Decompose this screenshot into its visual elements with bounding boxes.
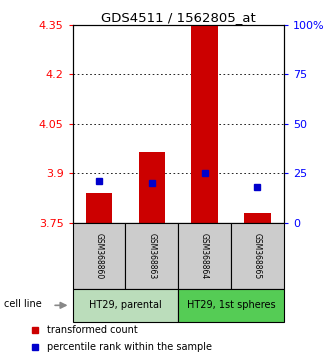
Bar <box>73 289 178 322</box>
Text: cell line: cell line <box>4 299 41 309</box>
Text: HT29, 1st spheres: HT29, 1st spheres <box>187 300 275 310</box>
Text: percentile rank within the sample: percentile rank within the sample <box>47 342 212 352</box>
Title: GDS4511 / 1562805_at: GDS4511 / 1562805_at <box>101 11 255 24</box>
Text: GSM368863: GSM368863 <box>147 233 156 279</box>
Bar <box>178 223 231 289</box>
Text: HT29, parental: HT29, parental <box>89 300 162 310</box>
Bar <box>86 193 112 223</box>
Bar <box>125 223 178 289</box>
Text: transformed count: transformed count <box>47 325 138 335</box>
Bar <box>73 223 125 289</box>
Text: GSM368864: GSM368864 <box>200 233 209 279</box>
Bar <box>139 152 165 223</box>
Bar <box>244 213 271 223</box>
Text: GSM368860: GSM368860 <box>94 233 104 279</box>
Text: GSM368865: GSM368865 <box>253 233 262 279</box>
Bar <box>231 223 284 289</box>
Bar <box>191 27 218 223</box>
Bar <box>178 289 284 322</box>
